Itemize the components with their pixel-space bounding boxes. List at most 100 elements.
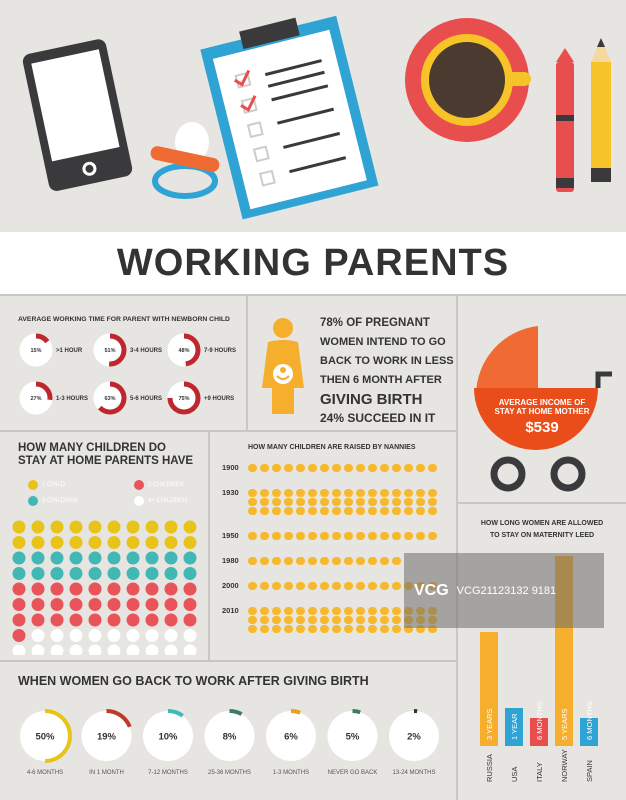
pregnant-line: 78% OF PREGNANT xyxy=(320,317,430,329)
nanny-capsule xyxy=(332,464,341,472)
back-to-work-ring: 2% 13-24 MONTHS xyxy=(389,709,439,776)
nanny-capsule xyxy=(260,507,269,515)
nanny-capsule xyxy=(392,557,401,565)
child-dot xyxy=(164,567,178,580)
income-text: AVERAGE INCOME OF STAY AT HOME MOTHER $5… xyxy=(480,398,604,436)
income-label: STAY AT HOME MOTHER xyxy=(494,407,590,416)
nanny-capsule xyxy=(392,582,401,590)
child-dot xyxy=(183,536,197,549)
child-dot xyxy=(50,536,64,549)
maternity-country: RUSSIA xyxy=(485,754,494,782)
child-dot xyxy=(50,629,64,642)
nanny-capsule xyxy=(296,616,305,624)
nanny-capsule xyxy=(416,507,425,515)
divider xyxy=(0,294,626,296)
nannies-year: 2000 xyxy=(222,581,239,590)
child-dot xyxy=(107,629,121,642)
nanny-capsule xyxy=(332,582,341,590)
nanny-capsule xyxy=(284,489,293,497)
back-to-work-pct: 8% xyxy=(223,732,237,743)
maternity-panel: HOW LONG WOMEN ARE ALLOWED TO STAY ON MA… xyxy=(458,504,626,800)
nanny-capsule xyxy=(248,498,257,506)
child-dot xyxy=(88,598,102,611)
divider xyxy=(0,660,456,662)
child-dot xyxy=(145,629,159,642)
pregnant-line: 24% SUCCEED IN IT xyxy=(320,411,436,425)
nanny-capsule xyxy=(368,489,377,497)
back-to-work-pct: 5% xyxy=(346,732,360,743)
income-label: AVERAGE INCOME OF xyxy=(498,398,586,407)
nanny-capsule xyxy=(368,507,377,515)
back-to-work-label: NEVER GO BACK xyxy=(328,770,378,776)
nanny-capsule xyxy=(344,607,353,615)
child-dot xyxy=(50,520,64,534)
child-dot xyxy=(31,536,45,549)
child-dot xyxy=(126,644,140,655)
nanny-capsule xyxy=(344,532,353,540)
nanny-capsule xyxy=(272,498,281,506)
child-dot xyxy=(183,567,197,580)
nanny-capsule xyxy=(320,507,329,515)
pregnant-panel: 78% OF PREGNANT WOMEN INTEND TO GO BACK … xyxy=(248,296,456,430)
nanny-capsule xyxy=(380,616,389,624)
working-time-ring: 75% +9 HOURS xyxy=(167,381,234,415)
maternity-bar-label: 6 MONTHS xyxy=(585,701,594,740)
child-dot xyxy=(50,582,64,596)
nanny-capsule xyxy=(296,607,305,615)
nanny-capsule xyxy=(416,489,425,497)
nanny-capsule xyxy=(380,464,389,472)
maternity-country: NORWAY xyxy=(560,749,569,782)
nanny-capsule xyxy=(272,507,281,515)
child-dot xyxy=(31,629,45,642)
nanny-capsule xyxy=(368,607,377,615)
nanny-capsule xyxy=(296,464,305,472)
back-to-work-ring: 8% 25-36 MONTHS xyxy=(204,709,255,776)
child-dot xyxy=(69,567,83,580)
nanny-capsule xyxy=(392,532,401,540)
pregnant-line: THEN 6 MONTH AFTER xyxy=(320,374,442,386)
nanny-capsule xyxy=(296,557,305,565)
child-dot xyxy=(88,520,102,534)
child-dot xyxy=(12,629,26,642)
working-time-label: 1-3 HOURS xyxy=(56,396,88,402)
title-bar: WORKING PARENTS xyxy=(0,232,626,294)
stay-home-dots xyxy=(12,520,197,655)
nanny-capsule xyxy=(260,607,269,615)
nanny-capsule xyxy=(344,489,353,497)
nanny-capsule xyxy=(260,464,269,472)
nanny-capsule xyxy=(320,607,329,615)
nanny-capsule xyxy=(356,532,365,540)
watermark: VCG VCG21123132 9181 xyxy=(404,553,604,628)
nanny-capsule xyxy=(356,489,365,497)
child-dot xyxy=(145,613,159,627)
nanny-capsule xyxy=(296,507,305,515)
nanny-capsule xyxy=(248,557,257,565)
working-time-panel: AVERAGE WORKING TIME FOR PARENT WITH NEW… xyxy=(0,296,246,430)
nanny-capsule xyxy=(284,616,293,624)
child-dot xyxy=(69,629,83,642)
pregnant-text: 78% OF PREGNANT WOMEN INTEND TO GO BACK … xyxy=(320,314,454,428)
child-dot xyxy=(145,520,159,534)
child-dot xyxy=(69,551,83,565)
nanny-capsule xyxy=(296,489,305,497)
child-dot xyxy=(12,598,26,611)
nanny-capsule xyxy=(272,464,281,472)
legend-item: 4+ CHILDREN xyxy=(134,496,187,506)
divider xyxy=(456,502,626,504)
working-time-ring: 27% 1-3 HOURS xyxy=(19,381,88,415)
maternity-country: ITALY xyxy=(535,762,544,782)
nanny-capsule xyxy=(260,582,269,590)
nanny-capsule xyxy=(248,582,257,590)
nanny-capsule xyxy=(320,582,329,590)
nanny-capsule xyxy=(308,464,317,472)
pregnant-line: WOMEN INTEND TO GO xyxy=(320,336,446,348)
nanny-capsule xyxy=(248,607,257,615)
pregnant-line: GIVING BIRTH xyxy=(320,391,423,408)
nanny-capsule xyxy=(368,557,377,565)
nanny-capsule xyxy=(428,532,437,540)
child-dot xyxy=(126,520,140,534)
child-dot xyxy=(50,567,64,580)
child-dot xyxy=(88,644,102,655)
working-time-pct: 63% xyxy=(104,396,115,402)
child-dot xyxy=(88,613,102,627)
